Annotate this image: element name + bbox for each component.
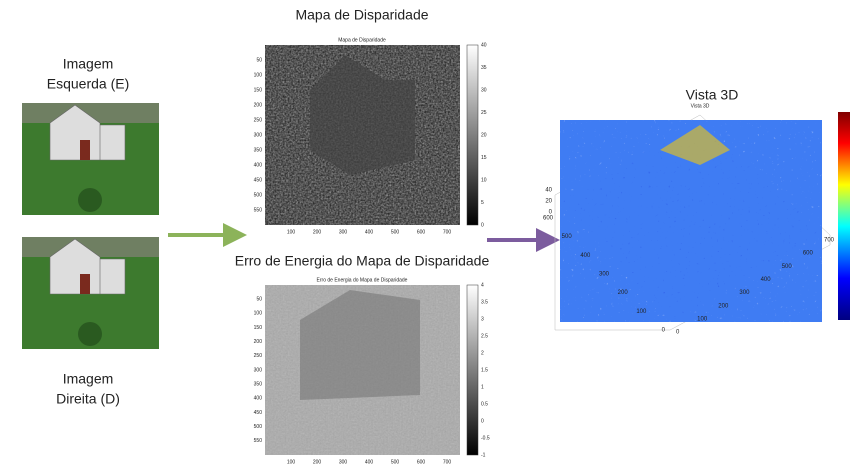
y-tick-label: 550 (254, 438, 263, 444)
x-tick-label: 400 (365, 459, 374, 465)
x-tick-label: 700 (443, 229, 452, 235)
colorbar-tick-label: 1 (481, 384, 484, 390)
colorbar-tick-label: 25 (481, 110, 487, 116)
y-tick-label: 400 (254, 396, 263, 402)
label: Imagem (63, 56, 114, 72)
y-tick-label: 300 (254, 367, 263, 373)
x-tick-label: 700 (443, 459, 452, 465)
diagram: Imagem Esquerda (E) Imagem Direita (D) Mapa … (0, 0, 851, 468)
y-tick-label: 500 (254, 424, 263, 430)
colorbar-tick-label: 4 (481, 282, 484, 288)
x-tick-label: 300 (739, 290, 750, 296)
x-tick-label: 100 (287, 229, 296, 235)
colorbar-tick-label: 0 (481, 418, 484, 424)
colorbar (467, 45, 478, 225)
y-tick-label: 50 (256, 57, 262, 63)
y-tick-label: 450 (254, 410, 263, 416)
y-tick-label: 200 (254, 339, 263, 345)
label: Direita (D) (56, 391, 120, 407)
panel-title: Vista 3D (686, 87, 739, 103)
x-tick-label: 200 (313, 459, 322, 465)
x-tick-label: 700 (824, 238, 835, 244)
colorbar-tick-label: 10 (481, 177, 487, 183)
y-tick-label: 400 (254, 162, 263, 168)
x-tick-label: 600 (417, 229, 426, 235)
y-tick-label: 300 (254, 132, 263, 138)
y-tick-label: 500 (254, 192, 263, 198)
plot-title: Erro de Energia do Mapa de Disparidade (317, 277, 408, 283)
x-tick-label: 0 (676, 330, 680, 336)
x-tick-label: 500 (782, 264, 793, 270)
colorbar-tick-label: 0 (481, 222, 484, 228)
y-tick-label: 50 (256, 296, 262, 302)
x-tick-label: 600 (417, 459, 426, 465)
colorbar-tick-label: 2.5 (481, 333, 488, 339)
y-tick-label: 150 (254, 325, 263, 331)
colorbar-tick-label: 5 (481, 200, 484, 206)
colorbar-tick-label: 35 (481, 65, 487, 71)
x-tick-label: 300 (339, 229, 348, 235)
panel-title: Erro de Energia do Mapa de Disparidade (235, 253, 490, 269)
y-tick-label: 100 (254, 72, 263, 78)
y-tick-label: 250 (254, 353, 263, 359)
right-photo (22, 237, 159, 349)
x-tick-label: 200 (718, 303, 729, 309)
label: Imagem (63, 371, 114, 387)
y-tick-label: 550 (254, 207, 263, 213)
panel-title: Mapa de Disparidade (295, 7, 428, 23)
colorbar-tick-label: 15 (481, 155, 487, 161)
y-tick-label: 400 (580, 253, 591, 259)
colorbar-tick-label: 3.5 (481, 299, 488, 305)
x-tick-label: 500 (391, 229, 400, 235)
plot-title: Vista 3D (691, 103, 710, 109)
colorbar-tick-label: 2 (481, 350, 484, 356)
colorbar (838, 112, 850, 320)
x-tick-label: 400 (365, 229, 374, 235)
colorbar-tick-label: 40 (481, 42, 487, 48)
y-tick-label: 100 (254, 311, 263, 317)
y-tick-label: 200 (618, 290, 629, 296)
x-tick-label: 100 (697, 316, 708, 322)
colorbar-tick-label: 30 (481, 87, 487, 93)
y-tick-label: 450 (254, 177, 263, 183)
left-photo (22, 103, 159, 215)
y-tick-label: 200 (254, 102, 263, 108)
colorbar-tick-label: 0.5 (481, 401, 488, 407)
colorbar-tick-label: 20 (481, 132, 487, 138)
colorbar-tick-label: -1 (481, 452, 486, 458)
colorbar-tick-label: -0.5 (481, 435, 490, 441)
y-tick-label: 350 (254, 381, 263, 387)
y-tick-label: 500 (562, 234, 573, 240)
x-tick-label: 200 (313, 229, 322, 235)
x-tick-label: 400 (761, 277, 772, 283)
colorbar (467, 285, 478, 455)
y-tick-label: 350 (254, 147, 263, 153)
x-tick-label: 600 (803, 251, 814, 257)
colorbar-tick-label: 3 (481, 316, 484, 322)
y-tick-label: 300 (599, 272, 610, 278)
z-tick-label: 40 (545, 188, 552, 194)
x-tick-label: 300 (339, 459, 348, 465)
y-tick-label: 0 (662, 328, 666, 334)
y-tick-label: 600 (543, 216, 554, 222)
z-tick-label: 20 (545, 199, 552, 205)
label: Esquerda (E) (47, 76, 129, 92)
x-tick-label: 500 (391, 459, 400, 465)
colorbar-tick-label: 1.5 (481, 367, 488, 373)
plot-title: Mapa de Disparidade (338, 37, 386, 43)
x-tick-label: 100 (287, 459, 296, 465)
y-tick-label: 100 (636, 309, 647, 315)
y-tick-label: 250 (254, 117, 263, 123)
y-tick-label: 150 (254, 87, 263, 93)
